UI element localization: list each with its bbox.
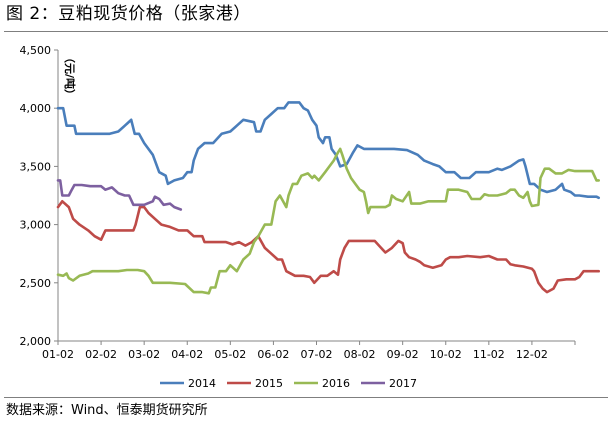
y-tick-label: 3,000 [20,219,52,232]
x-tick-label: 09-02 [387,348,419,361]
series-line-2015 [56,200,600,294]
figure-title: 图 2：豆粕现货价格（张家港） [6,4,251,24]
bottom-rule [4,397,608,398]
y-tick-label: 4,500 [20,44,52,57]
series-line-2016 [56,147,600,295]
x-tick-label: 01-02 [42,348,74,361]
series-line-2017 [56,179,183,211]
x-tick-label: 10-02 [430,348,462,361]
chart-series [56,101,600,295]
data-source: 数据来源：Wind、恒泰期货研究所 [6,403,208,418]
y-tick-label: 4,000 [20,102,52,115]
series-line-2014 [56,101,600,200]
x-tick-label: 08-02 [344,348,376,361]
y-tick-label: 3,500 [20,160,52,173]
x-tick-label: 05-02 [214,348,246,361]
legend-label-2017: 2017 [389,377,417,390]
y-axis-label: （元/吨） [63,52,77,100]
top-rule [4,31,608,32]
x-tick-label: 12-02 [516,348,548,361]
x-tick-label: 04-02 [171,348,203,361]
legend-label-2015: 2015 [255,377,283,390]
x-tick-label: 02-02 [85,348,117,361]
x-tick-label: 06-02 [257,348,289,361]
y-tick-label: 2,500 [20,277,52,290]
x-tick-label: 07-02 [301,348,333,361]
x-tick-label: 03-02 [128,348,160,361]
chart-axes: 2,000 2,500 3,000 3,500 4,000 4,500 （元/吨） 01-02… [20,44,576,361]
x-tick-label: 11-02 [473,348,505,361]
legend-label-2014: 2014 [188,377,216,390]
chart-legend: 2014 2015 2016 2017 [160,377,417,390]
legend-label-2016: 2016 [322,377,350,390]
y-tick-label: 2,000 [20,335,52,348]
